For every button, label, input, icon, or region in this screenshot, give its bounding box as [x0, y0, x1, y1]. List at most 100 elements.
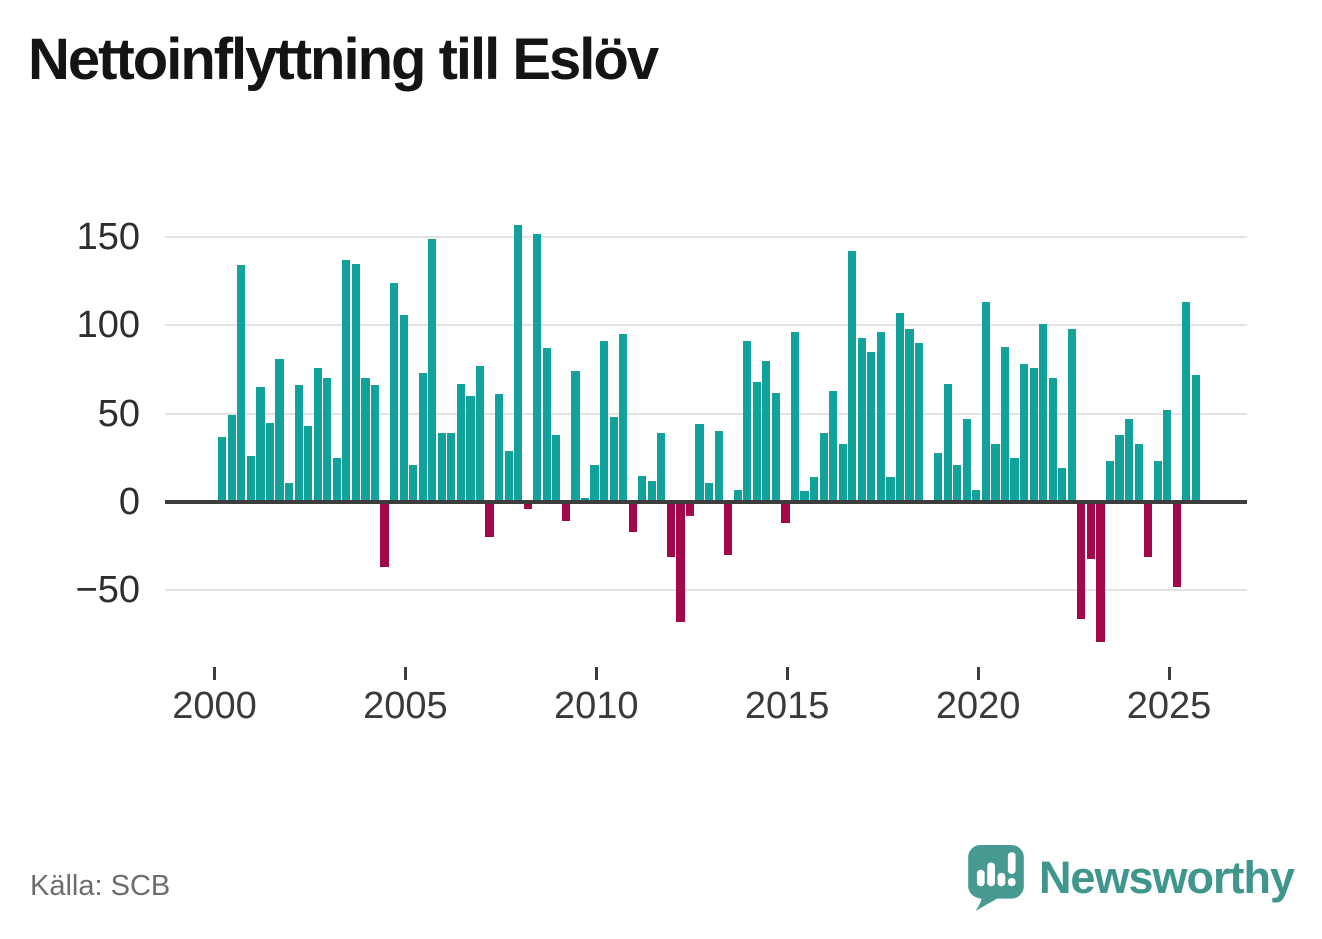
bar-positive	[609, 417, 618, 502]
x-axis-label-2005: 2005	[363, 685, 448, 727]
bar-positive	[542, 348, 551, 502]
x-axis-label-2015: 2015	[744, 685, 830, 727]
bar-positive	[533, 233, 542, 502]
bar-positive	[1115, 434, 1124, 502]
bar-negative	[676, 502, 685, 623]
bar-positive	[552, 434, 561, 502]
bar-positive	[428, 238, 437, 502]
bar-positive	[361, 378, 370, 502]
bar-negative	[380, 502, 389, 568]
bar-positive	[733, 489, 742, 502]
bar-positive	[962, 419, 971, 502]
bar-positive	[495, 394, 504, 502]
bar-positive	[1163, 410, 1172, 502]
x-tick-2015	[785, 667, 789, 680]
bar-positive	[418, 373, 427, 502]
bar-positive	[895, 313, 905, 502]
bar-positive	[265, 422, 275, 502]
gridline-y-50	[165, 412, 1247, 415]
bar-positive	[638, 475, 647, 502]
bar-positive	[285, 482, 294, 502]
bar-positive	[390, 283, 399, 502]
bar-positive	[972, 489, 981, 502]
page-title: Nettoinflyttning till Eslöv	[28, 27, 659, 92]
bar-positive	[1048, 378, 1057, 502]
bar-positive	[905, 328, 914, 502]
bar-positive	[590, 464, 599, 502]
source-note: Källa: SCB	[30, 870, 171, 902]
bar-positive	[1067, 328, 1076, 502]
bar-positive	[752, 381, 761, 502]
bar-positive	[657, 433, 666, 502]
bar-positive	[409, 464, 418, 502]
bar-positive	[857, 337, 866, 502]
bar-positive	[619, 334, 628, 502]
bar-positive	[647, 480, 656, 502]
bar-positive	[447, 433, 456, 502]
bar-positive	[1029, 367, 1038, 502]
y-axis-label-0: 0	[118, 481, 140, 523]
bar-positive	[914, 343, 924, 502]
bar-positive	[323, 378, 332, 502]
x-tick-2005	[403, 667, 407, 680]
bar-positive	[981, 302, 990, 502]
gridline-y--50	[165, 589, 1247, 592]
bar-positive	[1058, 468, 1067, 502]
y-axis-label-150: 150	[76, 216, 140, 259]
bar-positive	[695, 424, 704, 502]
bar-positive	[1105, 461, 1115, 502]
y-axis-label-100: 100	[76, 304, 140, 347]
newsworthy-speech-bubble-bar-chart-icon	[968, 845, 1024, 911]
x-tick-2020	[976, 667, 980, 680]
bar-negative	[781, 502, 790, 524]
bar-positive	[256, 387, 265, 502]
bar-positive	[237, 265, 246, 502]
bar-positive	[218, 436, 227, 502]
bar-positive	[1182, 302, 1191, 502]
bar-negative	[685, 502, 695, 517]
bar-positive	[867, 351, 876, 502]
bar-positive	[1039, 323, 1048, 502]
bar-positive	[313, 367, 322, 502]
bar-positive	[504, 450, 513, 502]
bar-negative	[1172, 502, 1181, 587]
bar-negative	[1096, 502, 1105, 642]
bar-positive	[304, 426, 313, 502]
bar-positive	[246, 456, 256, 502]
x-axis-label-2000: 2000	[172, 685, 257, 727]
bar-positive	[514, 224, 523, 502]
newsworthy-logo: Newsworthy	[967, 843, 1295, 913]
bar-positive	[600, 341, 609, 502]
x-axis-label-2010: 2010	[554, 685, 639, 727]
bar-negative	[666, 502, 675, 557]
y-axis-label-50: 50	[97, 392, 140, 435]
bar-positive	[809, 477, 819, 502]
bar-positive	[886, 477, 895, 502]
bar-negative	[485, 502, 494, 538]
bar-positive	[705, 482, 714, 502]
bar-positive	[351, 263, 361, 502]
bar-positive	[571, 371, 580, 502]
bar-positive	[953, 464, 962, 502]
bar-positive	[1000, 346, 1010, 502]
x-tick-2000	[213, 667, 216, 680]
bar-negative	[523, 502, 532, 510]
bar-positive	[1019, 364, 1029, 502]
y-axis-label--50: −50	[75, 569, 140, 612]
bar-positive	[475, 366, 485, 502]
bar-positive	[743, 341, 752, 502]
x-axis-label-2025: 2025	[1126, 685, 1212, 727]
bar-positive	[943, 383, 952, 502]
bar-negative	[628, 502, 637, 533]
bar-positive	[771, 392, 780, 502]
bar-negative	[561, 502, 570, 522]
bar-positive	[1124, 419, 1134, 502]
bar-positive	[332, 457, 341, 502]
bar-negative	[1086, 502, 1095, 559]
bar-positive	[838, 443, 847, 502]
bar-positive	[227, 415, 236, 502]
bar-positive	[714, 431, 723, 502]
bar-positive	[370, 385, 380, 502]
bar-positive	[1153, 461, 1162, 502]
x-axis-label-2020: 2020	[935, 685, 1021, 727]
